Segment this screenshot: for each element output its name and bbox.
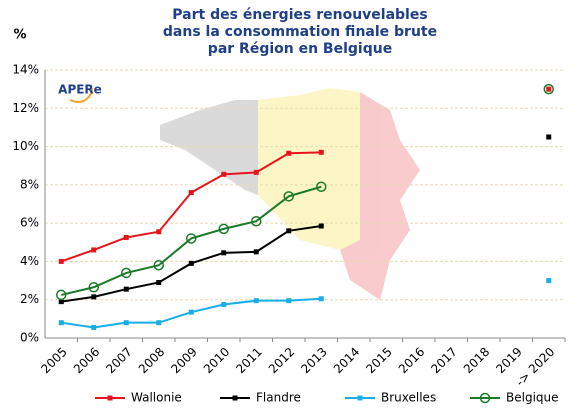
- marker: [188, 309, 194, 315]
- x-tick-label: 2014: [331, 345, 362, 376]
- x-tick-label: 2010: [201, 345, 232, 376]
- x-tick-label: 2016: [396, 345, 427, 376]
- legend-label: Wallonie: [131, 391, 182, 405]
- logo: APERe: [58, 83, 102, 97]
- marker: [221, 302, 227, 307]
- marker: [318, 223, 324, 229]
- marker: [188, 260, 194, 266]
- marker: [357, 395, 363, 401]
- x-tick-label: 2011: [233, 345, 264, 376]
- marker: [546, 86, 552, 92]
- marker: [286, 228, 292, 234]
- marker: [107, 395, 113, 401]
- marker: [186, 233, 197, 244]
- marker: [546, 278, 552, 284]
- y-tick-label: 8%: [20, 177, 39, 191]
- marker: [188, 190, 194, 196]
- marker: [318, 296, 324, 302]
- marker: [121, 267, 132, 279]
- marker: [218, 223, 229, 235]
- marker: [88, 282, 99, 293]
- x-tick-label: 2013: [298, 345, 329, 376]
- legend-label: Flandre: [256, 391, 301, 405]
- marker: [253, 249, 259, 255]
- legend-label: Bruxelles: [381, 391, 436, 405]
- marker: [123, 320, 129, 326]
- x-tick-label: 2015: [363, 345, 394, 376]
- marker: [58, 258, 64, 264]
- x-tick-label: 2008: [136, 345, 167, 376]
- y-tick-label: 12%: [12, 101, 39, 115]
- background-map: [160, 88, 420, 300]
- marker: [232, 395, 238, 401]
- marker: [221, 171, 227, 177]
- marker: [543, 83, 554, 95]
- y-axis-label: %: [13, 28, 26, 43]
- marker: [56, 289, 67, 301]
- marker: [221, 250, 227, 256]
- marker: [156, 320, 162, 326]
- x-tick-label: 2007: [103, 345, 134, 376]
- marker: [546, 134, 552, 140]
- x-tick-label: 2005: [38, 345, 69, 376]
- marker: [153, 260, 164, 271]
- marker: [91, 324, 97, 330]
- x-tick-label: 2009: [168, 345, 199, 376]
- marker: [123, 235, 129, 240]
- marker: [253, 298, 259, 304]
- x-tick-label: 2018: [461, 345, 492, 376]
- marker: [156, 229, 162, 235]
- legend-label: Belgique: [506, 391, 559, 405]
- marker: [316, 181, 327, 193]
- marker: [58, 320, 64, 326]
- chart-title: Part des énergies renouvelables: [172, 7, 427, 23]
- marker: [123, 286, 129, 292]
- x-tick-label: 2012: [266, 345, 297, 376]
- marker: [286, 298, 292, 304]
- y-tick-label: 2%: [20, 292, 39, 306]
- x-tick-label: 2017: [428, 345, 459, 376]
- marker: [253, 169, 259, 175]
- marker: [91, 294, 97, 300]
- chart-title: dans la consommation finale brute: [163, 24, 437, 40]
- x-tick-label: 2006: [71, 345, 102, 376]
- y-tick-label: 14%: [12, 63, 39, 77]
- y-tick-label: 4%: [20, 254, 39, 268]
- marker: [156, 279, 162, 285]
- y-tick-label: 0%: [20, 331, 39, 345]
- marker: [479, 392, 491, 404]
- marker: [251, 215, 262, 227]
- chart-title: par Région en Belgique: [208, 41, 392, 57]
- marker: [286, 150, 292, 156]
- y-tick-label: 6%: [20, 216, 39, 230]
- logo-ring: [63, 73, 93, 103]
- marker: [91, 247, 97, 253]
- marker: [58, 299, 64, 305]
- marker: [283, 191, 294, 202]
- marker: [318, 149, 324, 155]
- y-tick-label: 10%: [12, 139, 39, 153]
